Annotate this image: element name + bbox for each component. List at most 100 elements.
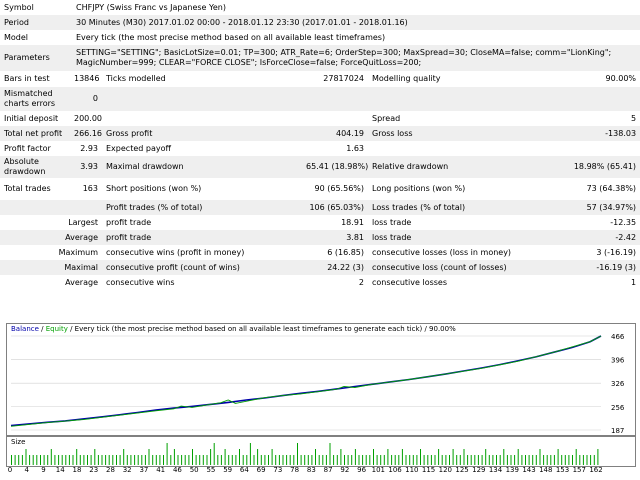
size-bar	[380, 455, 382, 465]
size-bar	[398, 455, 400, 465]
size-bar	[550, 455, 552, 465]
size-bar	[369, 455, 371, 465]
bars-value: 13846	[74, 74, 100, 83]
size-bar	[485, 449, 487, 465]
quality-label: Modelling quality	[372, 74, 441, 83]
size-bar	[65, 455, 67, 465]
size-chart: Size	[6, 436, 636, 467]
maximum-label: Maximum	[58, 247, 98, 257]
size-bar	[116, 455, 117, 465]
largest-loss-value: -12.35	[610, 217, 637, 227]
profittrades-label: Profit trades (% of total)	[106, 202, 203, 212]
size-bar	[456, 455, 458, 465]
size-bar	[535, 455, 537, 465]
size-bar	[376, 455, 378, 465]
maximal-loss-label: consecutive loss (count of losses)	[372, 262, 507, 272]
largest-profit-label: profit trade	[106, 217, 152, 227]
y-tick-label: 256	[611, 404, 625, 412]
avg-consec-losses-label: consecutive losses	[372, 277, 448, 287]
size-bar	[351, 455, 353, 465]
maxdd-label: Maximal drawdown	[106, 162, 184, 171]
size-bar	[293, 455, 295, 465]
size-bar	[231, 455, 233, 465]
size-bar	[170, 455, 172, 465]
maximal-profit-value: 24.22 (3)	[327, 262, 364, 272]
avg-consec-losses-value: 1	[630, 277, 637, 287]
size-bar	[300, 455, 302, 465]
size-bar	[506, 455, 508, 465]
chart-title-rest: / Every tick (the most precise method ba…	[67, 325, 456, 333]
size-bar	[123, 449, 125, 465]
size-bar	[315, 449, 316, 465]
model-value: Every tick (the most precise method base…	[76, 32, 386, 42]
size-chart-svg	[11, 443, 599, 465]
size-bar	[87, 455, 88, 465]
size-bar	[362, 455, 364, 465]
chart-title-balance: Balance	[11, 325, 39, 333]
maximal-label: Maximal	[64, 262, 98, 272]
size-bar	[394, 455, 396, 465]
x-tick-label: 59	[223, 466, 233, 474]
x-tick-label: 64	[239, 466, 249, 474]
x-tick-label: 101	[371, 466, 386, 474]
absdd-label: Absolute drawdown	[4, 157, 46, 176]
size-bar	[18, 455, 20, 465]
size-bar	[590, 455, 592, 465]
balance-line	[10, 335, 602, 427]
totaltrades-value: 163	[82, 184, 98, 193]
x-tick-label: 78	[290, 466, 300, 474]
pf-value: 2.93	[80, 143, 98, 153]
x-tick-label: 55	[206, 466, 216, 474]
size-bar	[195, 455, 197, 465]
parameters-label: Parameters	[4, 53, 50, 62]
payoff-value: 1.63	[346, 143, 364, 153]
size-bar	[220, 455, 222, 465]
size-bar	[275, 455, 277, 465]
size-bar	[423, 455, 425, 465]
losstrades-value: 57 (34.97%)	[586, 202, 637, 212]
size-bar	[246, 455, 248, 465]
y-tick-label: 326	[611, 380, 625, 388]
size-bar	[173, 449, 175, 465]
size-bar	[470, 455, 472, 465]
mismatch-label: Mismatched charts errors	[4, 89, 56, 108]
size-bar	[94, 449, 96, 465]
size-bar	[329, 443, 331, 465]
size-bar	[242, 455, 244, 465]
size-bar	[268, 455, 269, 465]
size-bar	[260, 455, 262, 465]
avg-consec-wins-value: 2	[358, 277, 364, 287]
x-tick-label: 28	[105, 466, 115, 474]
ticks-label: Ticks modelled	[106, 74, 166, 83]
size-bar	[83, 455, 85, 465]
x-tick-label: 157	[572, 466, 586, 474]
size-bar	[286, 455, 288, 465]
symbol-value: CHFJPY (Swiss Franc vs Japanese Yen)	[76, 2, 226, 12]
size-bar	[108, 455, 110, 465]
deposit-label: Initial deposit	[4, 113, 59, 123]
size-bar	[564, 455, 566, 465]
size-bar	[282, 455, 284, 465]
size-bar	[192, 449, 193, 465]
chart-title-equity: Equity	[45, 325, 68, 333]
size-bar	[206, 455, 208, 465]
max-consec-losses-label: consecutive losses (loss in money)	[372, 247, 512, 257]
size-bar	[572, 455, 573, 465]
size-bar	[383, 455, 385, 465]
ticks-value: 27817024	[323, 74, 364, 83]
equity-line	[10, 335, 602, 427]
size-bar	[488, 455, 490, 465]
x-tick-label: 129	[472, 466, 486, 474]
size-bar	[445, 455, 447, 465]
size-bar	[278, 455, 280, 465]
size-bar	[438, 449, 440, 465]
size-bar	[181, 455, 183, 465]
size-bar	[126, 455, 128, 465]
largest-loss-label: loss trade	[372, 217, 412, 227]
netprofit-label: Total net profit	[4, 128, 63, 138]
size-bar	[336, 455, 338, 465]
size-bar	[579, 455, 581, 465]
losstrades-label: Loss trades (% of total)	[372, 202, 466, 212]
size-bar	[217, 455, 219, 465]
size-bar	[401, 449, 403, 465]
